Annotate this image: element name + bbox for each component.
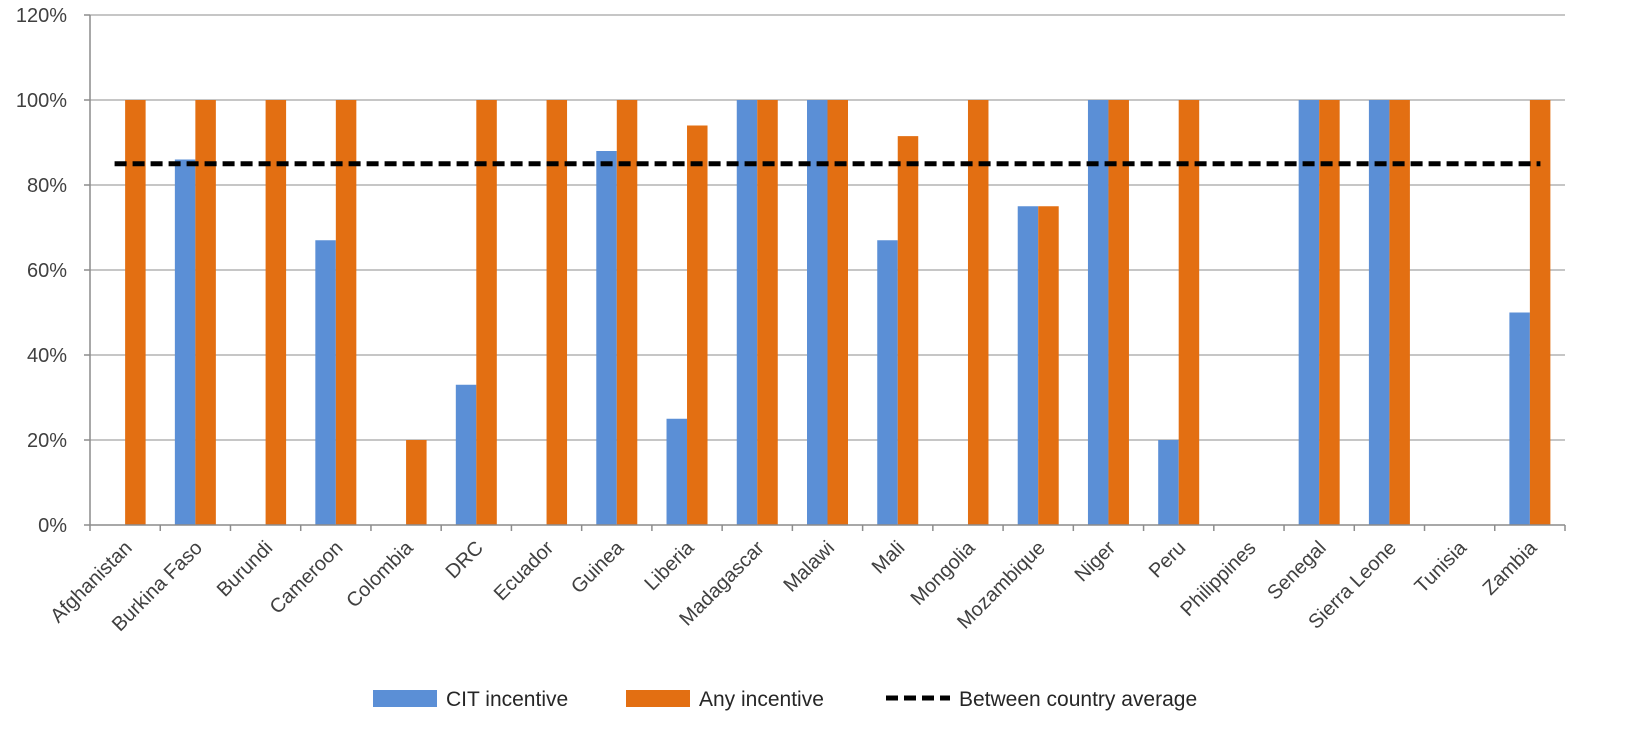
bar-any-incentive-drc [476, 100, 497, 525]
x-tick-label-mongolia: Mongolia [907, 536, 981, 610]
bar-cit-incentive-senegal [1298, 100, 1320, 525]
x-tick-label-peru: Peru [1145, 537, 1190, 582]
bars [125, 100, 1551, 525]
legend-swatch-any-incentive [626, 690, 690, 707]
bar-any-incentive-afghanistan [125, 100, 146, 525]
bar-any-incentive-niger [1108, 100, 1129, 525]
y-tick-label: 40% [27, 345, 67, 367]
bar-any-incentive-ecuador [546, 100, 568, 525]
bar-any-incentive-peru [1178, 100, 1200, 525]
y-tick-label: 60% [27, 260, 67, 282]
legend: CIT incentive Any incentive Between coun… [373, 688, 1197, 711]
bar-any-incentive-sierra-leone [1389, 100, 1410, 525]
legend-swatch-cit-incentive [373, 690, 437, 707]
bar-any-incentive-senegal [1319, 100, 1340, 525]
x-tick-label-ecuador: Ecuador [490, 537, 558, 605]
legend-label-cit-incentive: CIT incentive [446, 688, 568, 711]
bar-cit-incentive-zambia [1509, 312, 1530, 525]
x-tick-label-mali: Mali [868, 537, 909, 578]
x-tick-label-liberia: Liberia [641, 536, 700, 595]
bar-any-incentive-colombia [406, 440, 427, 525]
legend-label-between-country-average: Between country average [959, 688, 1197, 711]
y-tick-label: 0% [38, 515, 67, 537]
bar-any-incentive-burundi [265, 100, 287, 525]
bar-cit-incentive-niger [1087, 100, 1109, 525]
x-tick-label-guinea: Guinea [567, 536, 629, 598]
bar-cit-incentive-burkina-faso [174, 159, 196, 525]
x-tick-label-philippines: Philippines [1177, 537, 1261, 621]
y-tick-label: 20% [27, 430, 67, 452]
legend-label-any-incentive: Any incentive [699, 688, 824, 711]
bar-cit-incentive-madagascar [736, 100, 758, 525]
bar-any-incentive-mali [897, 136, 919, 525]
x-tick-label-burundi: Burundi [213, 537, 277, 601]
bar-cit-incentive-sierra-leone [1368, 100, 1390, 525]
x-tick-label-colombia: Colombia [342, 536, 418, 612]
x-tick-label-zambia: Zambia [1479, 536, 1542, 599]
bar-any-incentive-guinea [616, 100, 638, 525]
x-tick-label-cameroon: Cameroon [266, 537, 348, 619]
bar-cit-incentive-peru [1158, 440, 1179, 525]
bar-any-incentive-burkina-faso [195, 100, 216, 525]
x-tick-label-senegal: Senegal [1263, 537, 1330, 604]
bar-any-incentive-liberia [687, 125, 708, 525]
axes [84, 14, 1566, 531]
bar-cit-incentive-guinea [596, 151, 617, 525]
bar-any-incentive-cameroon [335, 100, 357, 525]
x-tick-label-drc: DRC [442, 537, 488, 583]
y-tick-label: 100% [16, 90, 67, 112]
bar-cit-incentive-cameroon [315, 240, 336, 525]
bar-any-incentive-mongolia [967, 100, 989, 525]
y-tick-label: 80% [27, 175, 67, 197]
bar-cit-incentive-malawi [807, 100, 828, 525]
x-tick-label-tunisia: Tunisia [1411, 536, 1472, 597]
bar-cit-incentive-liberia [666, 418, 688, 525]
bar-cit-incentive-drc [455, 384, 477, 525]
bar-any-incentive-mozambique [1038, 206, 1059, 525]
bar-any-incentive-zambia [1529, 100, 1551, 525]
bar-any-incentive-madagascar [757, 100, 778, 525]
x-tick-label-niger: Niger [1071, 537, 1121, 587]
y-tick-label: 120% [16, 5, 67, 27]
y-axis-tick-labels: 0% 20% 40% 60% 80% 100% 120% [16, 5, 67, 537]
bar-any-incentive-malawi [827, 100, 848, 525]
bar-cit-incentive-mali [877, 240, 898, 525]
x-tick-label-malawi: Malawi [779, 537, 839, 597]
bar-cit-incentive-mozambique [1017, 206, 1039, 525]
